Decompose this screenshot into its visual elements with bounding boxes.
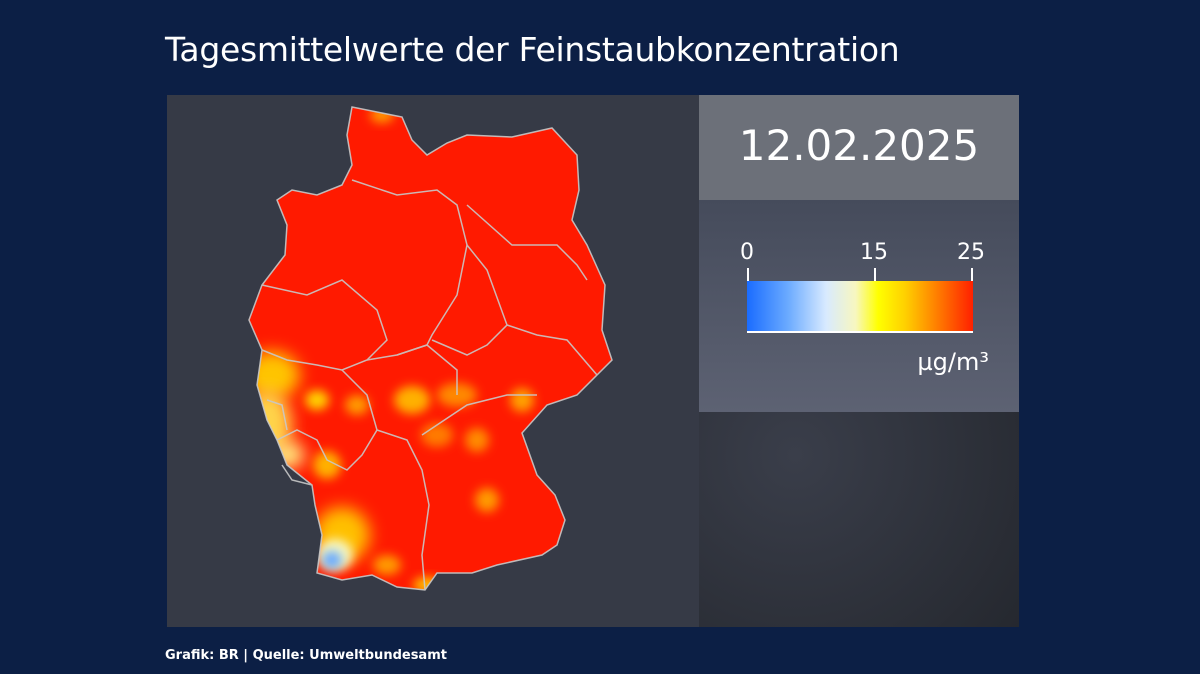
germany-map (248, 106, 613, 591)
legend-tick-mark (874, 268, 876, 281)
legend-unit: µg/m³ (917, 348, 989, 376)
map-panel (167, 95, 699, 627)
legend-tick-mid: 15 (860, 240, 888, 265)
date-box: 12.02.2025 (699, 95, 1019, 200)
legend-color-bar (747, 281, 973, 333)
concentration-field (249, 107, 612, 590)
legend-tick-max: 25 (957, 240, 985, 265)
state-borders (248, 106, 613, 591)
legend-tick-mark (747, 268, 749, 281)
page-title: Tagesmittelwerte der Feinstaubkonzentrat… (165, 30, 900, 69)
legend-tick-min: 0 (740, 240, 754, 265)
decorative-panel (699, 412, 1019, 627)
source-credit: Grafik: BR | Quelle: Umweltbundesamt (165, 648, 447, 663)
color-legend: 0 15 25 µg/m³ (699, 200, 1019, 412)
legend-tick-mark (971, 268, 973, 281)
date-label: 12.02.2025 (738, 121, 980, 170)
